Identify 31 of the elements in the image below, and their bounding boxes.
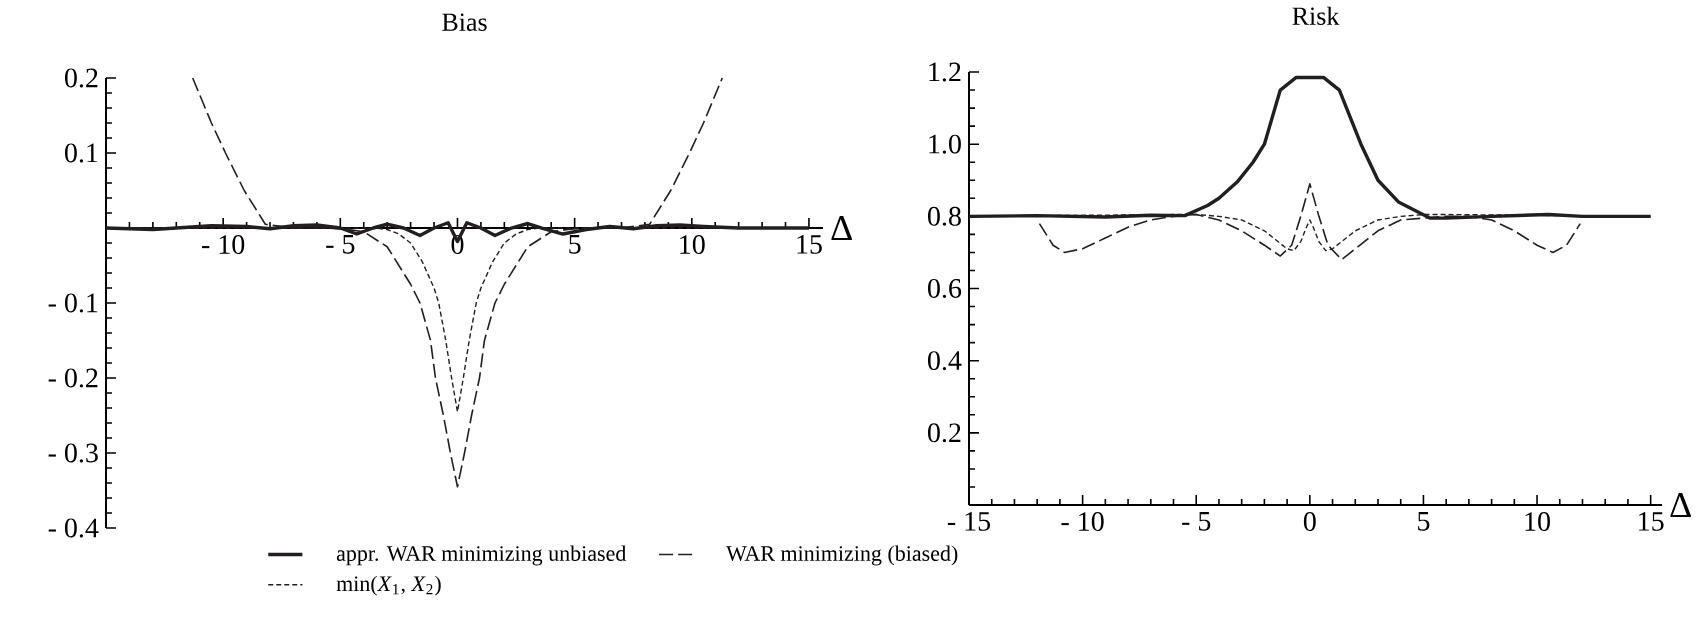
x-tick-label: 10 — [680, 235, 705, 254]
y-tick-label: 0.1 — [65, 143, 98, 163]
x-axis-title: Δ — [1670, 493, 1691, 517]
y-tick-label: - 0.3 — [48, 443, 98, 463]
y-tick-label: 0.4 — [928, 351, 962, 371]
y-tick-label: 0.2 — [65, 68, 98, 88]
x-tick-label: - 10 — [202, 235, 245, 254]
y-tick-label: 0.8 — [928, 206, 961, 226]
x-tick-label: - 15 — [947, 512, 991, 531]
y-tick-label: 1.0 — [929, 134, 961, 154]
legend-label: appr. WAR minimizing unbiased — [336, 545, 627, 566]
y-tick-label: - 0.2 — [48, 368, 98, 388]
x-tick-label: 15 — [1639, 512, 1664, 531]
x-tick-label: - 10 — [1061, 512, 1104, 531]
legend-label: min(X$_{1}$, X$_{2}$) — [336, 575, 441, 596]
x-tick-label: - 5 — [326, 235, 355, 254]
y-tick-label: 0.2 — [928, 423, 961, 443]
chart-title: Risk — [1292, 6, 1340, 25]
x-axis-title: Δ — [831, 216, 852, 240]
x-tick-label: 15 — [797, 235, 822, 254]
y-tick-label: 0.6 — [928, 278, 962, 299]
x-tick-label: 5 — [1418, 512, 1430, 531]
y-tick-label: - 0.4 — [48, 518, 99, 538]
y-tick-label: - 0.1 — [48, 293, 98, 313]
y-tick-label: 1.2 — [929, 62, 961, 82]
chart-title: Bias — [442, 13, 487, 31]
legend-label: WAR minimizing (biased) — [726, 545, 958, 566]
x-tick-label: 0 — [1303, 512, 1316, 531]
x-tick-label: 5 — [569, 235, 581, 254]
x-tick-label: - 5 — [1182, 512, 1211, 531]
x-tick-label: 10 — [1525, 512, 1550, 531]
